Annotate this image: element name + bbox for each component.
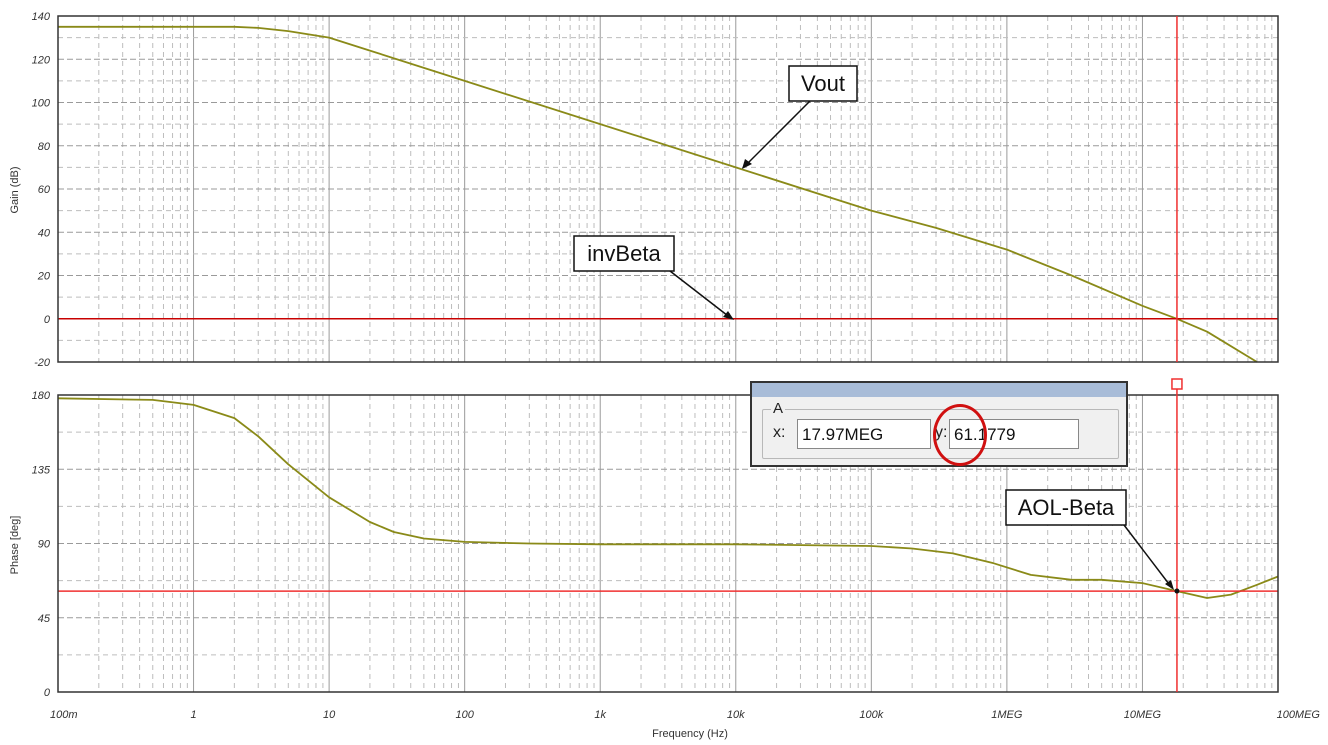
y-tick-label: -20: [34, 357, 51, 369]
gain-plot-frame: [57, 15, 1279, 363]
invbeta-callout-label: invBeta: [587, 241, 661, 266]
vout-callout-box: [788, 65, 858, 102]
cursor-a-group: A x: 17.97MEG y: 61.1779: [762, 400, 1119, 459]
aol-beta-callout-arrowhead: [1165, 580, 1174, 590]
y-tick-label: 90: [38, 539, 51, 551]
y-tick-label: 120: [32, 54, 51, 66]
x-tick-labels: 100m 1 10 100 1k 10k 100k 1MEG 10MEG 100MEG: [50, 709, 1320, 721]
aol-beta-callout: AOL-Beta: [1005, 489, 1174, 590]
x-tick-label: 100k: [859, 709, 883, 721]
phase-y-tick-labels: 180 135 90 45 0: [32, 390, 51, 699]
invbeta-callout-arrowhead: [723, 311, 734, 320]
x-tick-label: 100MEG: [1277, 709, 1321, 721]
cursor-point-marker: [1174, 588, 1180, 594]
cursor-y-field[interactable]: 61.1779: [949, 419, 1079, 449]
gain-axis-label: Gain (dB): [9, 166, 21, 213]
series-line-aol-beta: [57, 397, 1279, 599]
vout-callout: Vout: [742, 65, 858, 169]
gain-grid: [57, 15, 1278, 363]
vout-callout-arrowhead: [742, 159, 752, 169]
vout-callout-pointer: [744, 100, 811, 167]
cursor-x-field[interactable]: 17.97MEG: [797, 419, 931, 449]
y-tick-label: 135: [32, 464, 51, 476]
x-tick-label: 1: [190, 709, 196, 721]
y-tick-label: 45: [38, 613, 51, 625]
x-tick-label: 10MEG: [1124, 709, 1162, 721]
cursor-a-label: A: [771, 400, 786, 417]
phase-traces: [57, 397, 1279, 599]
vout-callout-label: Vout: [801, 71, 845, 96]
gain-panel: 140 120 100 80 60 40 20 0 -20 Gain (dB): [9, 11, 1279, 369]
x-tick-label: 100m: [50, 709, 78, 721]
cursor-readout-window[interactable]: A x: 17.97MEG y: 61.1779: [750, 381, 1128, 467]
cursor-x-label: x:: [773, 424, 786, 441]
cursor-handle: [1171, 378, 1183, 390]
y-tick-label: 140: [32, 11, 51, 23]
series-line-vout: [58, 25, 1258, 363]
y-tick-label: 0: [44, 687, 51, 699]
phase-axis-label: Phase [deg]: [9, 516, 21, 575]
aol-beta-callout-pointer: [1123, 524, 1173, 589]
x-tick-label: 100: [455, 709, 474, 721]
x-tick-label: 10k: [727, 709, 745, 721]
y-tick-label: 0: [44, 314, 51, 326]
y-tick-label: 60: [38, 184, 51, 196]
invbeta-callout-box: [573, 235, 675, 272]
gain-traces: [58, 25, 1278, 363]
y-tick-label: 80: [38, 141, 51, 153]
phase-plot-frame: [57, 394, 1279, 693]
y-tick-label: 180: [32, 390, 51, 402]
x-tick-label: 1MEG: [991, 709, 1023, 721]
cursor-y-label: y:: [935, 424, 948, 441]
invbeta-callout: invBeta: [573, 235, 734, 320]
cursor-layer[interactable]: [1171, 16, 1183, 692]
aol-beta-callout-box: [1005, 489, 1127, 526]
cursor-readout-titlebar[interactable]: [752, 383, 1126, 397]
x-tick-label: 1k: [594, 709, 606, 721]
aol-beta-callout-label: AOL-Beta: [1018, 495, 1115, 520]
gain-y-tick-labels: 140 120 100 80 60 40 20 0 -20: [32, 11, 51, 369]
y-tick-label: 20: [37, 271, 51, 283]
invbeta-callout-pointer: [669, 270, 733, 320]
y-tick-label: 100: [32, 98, 51, 110]
x-tick-label: 10: [323, 709, 336, 721]
y-tick-label: 40: [38, 227, 51, 239]
x-axis-label: Frequency (Hz): [652, 728, 728, 740]
